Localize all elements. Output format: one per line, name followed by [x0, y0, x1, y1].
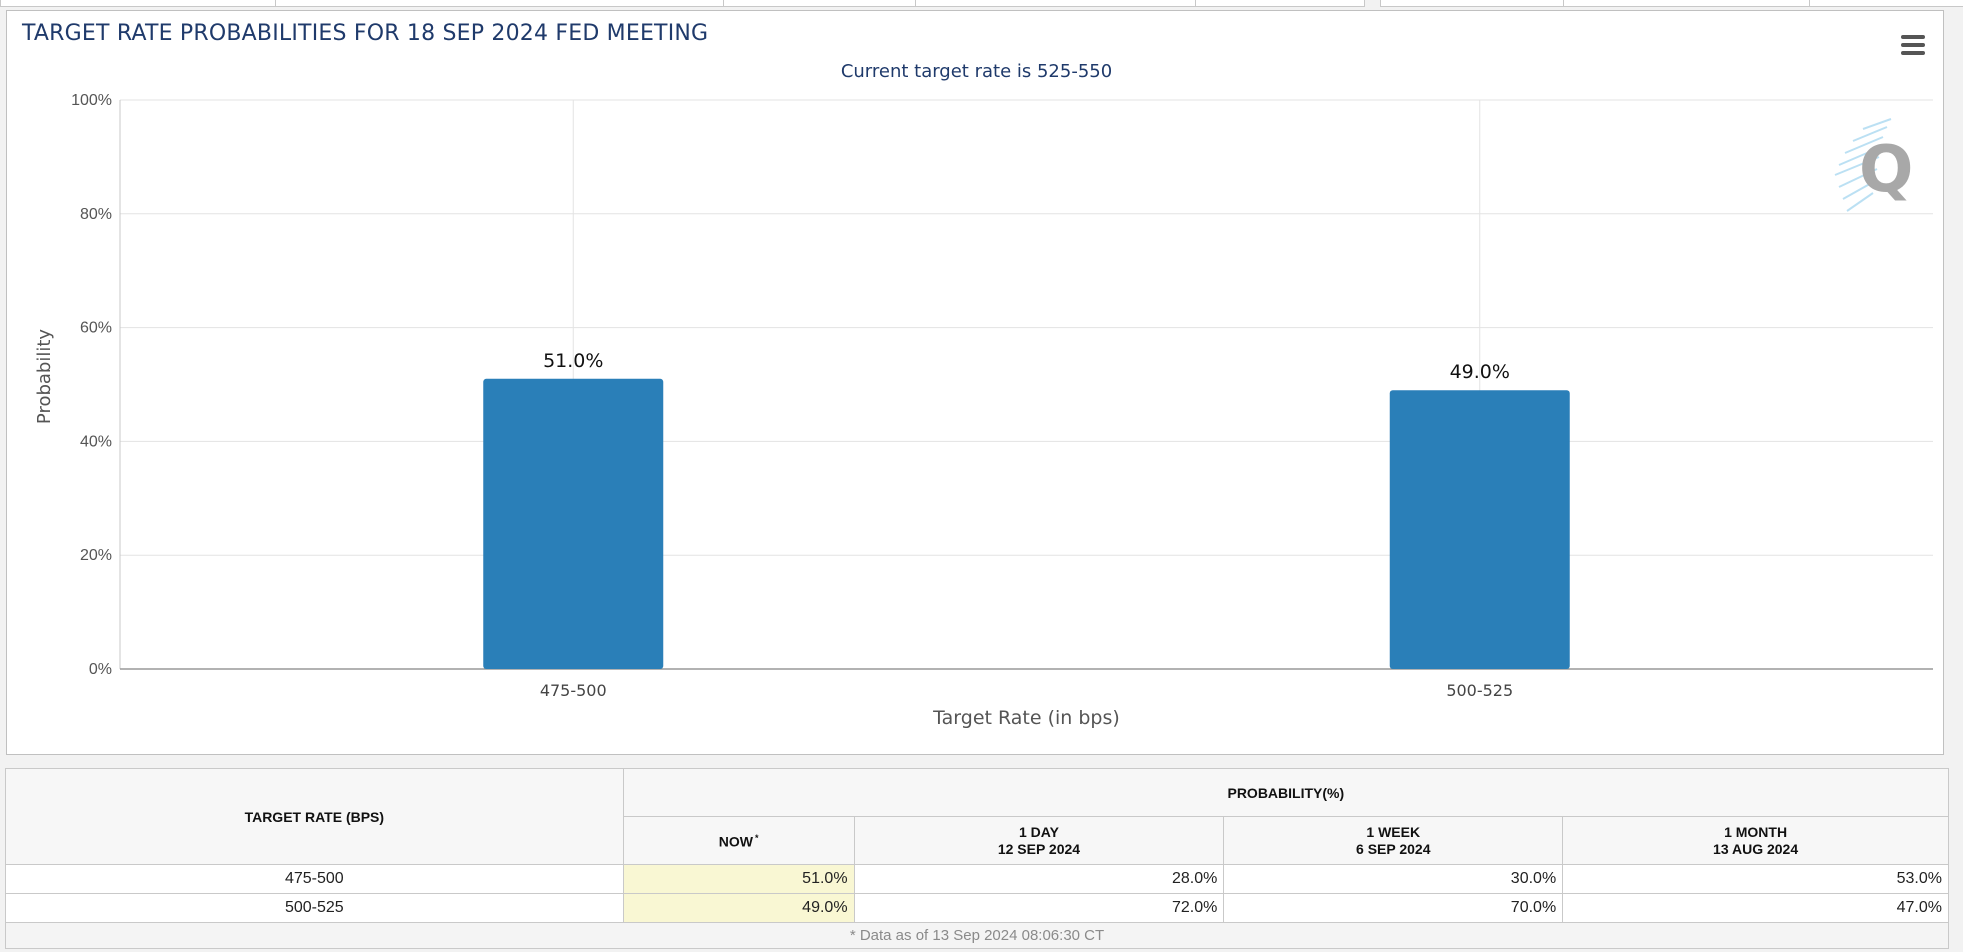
bar-475-500: [483, 378, 664, 669]
y-tick-label: 80%: [80, 206, 112, 223]
column-header-date: 13 AUG 2024: [1713, 840, 1799, 857]
chart-panel: TARGET RATE PROBABILITIES FOR 18 SEP 202…: [6, 10, 1944, 755]
column-header-label: 1 MONTH: [1724, 823, 1788, 840]
probability-cell: 47.0%: [1562, 893, 1949, 923]
now-probability-cell: 51.0%: [622, 864, 855, 894]
chart-title: TARGET RATE PROBABILITIES FOR 18 SEP 202…: [22, 21, 709, 46]
chart-labels: Current target rate is 525-550 0% 20% 40% 60…: [34, 61, 1513, 729]
x-tick-label: 475-500: [540, 681, 607, 700]
column-header: 1 WEEK 6 SEP 2024: [1223, 816, 1564, 865]
table-row: 500-525 49.0% 72.0% 70.0% 47.0%: [5, 893, 1949, 923]
probability-bar-chart: Current target rate is 525-550 0% 20% 40% 60…: [34, 61, 1933, 729]
data-timestamp-note: * Data as of 13 Sep 2024 08:06:30 CT: [5, 922, 1949, 949]
y-axis-title: Probability: [34, 329, 55, 424]
column-header-date: 6 SEP 2024: [1356, 840, 1431, 857]
probability-cell: 72.0%: [853, 893, 1225, 923]
bar-data-label: 49.0%: [1450, 361, 1510, 383]
now-probability-cell: 49.0%: [622, 893, 855, 923]
x-tick-label: 500-525: [1446, 681, 1513, 700]
y-tick-label: 40%: [80, 433, 112, 450]
top-tab-edge[interactable]: [723, 0, 917, 7]
target-rate-cell: 500-525: [5, 893, 624, 923]
target-rate-header: TARGET RATE (BPS): [5, 768, 624, 865]
top-tab-edge[interactable]: [1563, 0, 1811, 7]
column-header: 1 MONTH 13 AUG 2024: [1562, 816, 1949, 865]
q-logo-icon: Q: [1834, 118, 1913, 212]
table-row: 475-500 51.0% 28.0% 30.0% 53.0%: [5, 864, 1949, 894]
probability-table-container: TARGET RATE (BPS) PROBABILITY(%) NOW * 1 D…: [5, 768, 1950, 949]
top-tab-edge[interactable]: [0, 0, 277, 7]
top-tab-edge[interactable]: [275, 0, 725, 7]
top-tab-edge[interactable]: [1195, 0, 1365, 7]
bar-data-label: 51.0%: [543, 350, 603, 372]
top-tab-edge[interactable]: [915, 0, 1197, 7]
probability-cell: 70.0%: [1223, 893, 1564, 923]
column-header-label: 1 DAY: [1018, 823, 1059, 840]
column-header-label: NOW: [718, 833, 753, 850]
target-rate-cell: 475-500: [5, 864, 624, 894]
column-header-label: 1 WEEK: [1366, 823, 1421, 840]
bar-500-525: [1389, 390, 1570, 669]
hamburger-menu-icon[interactable]: [1901, 35, 1925, 57]
probability-cell: 53.0%: [1562, 864, 1949, 894]
chart-gridlines: [119, 99, 1933, 670]
x-axis-title: Target Rate (in bps): [932, 707, 1120, 729]
footnote-marker: *: [754, 833, 759, 844]
probability-table: TARGET RATE (BPS) PROBABILITY(%) NOW * 1 D…: [5, 768, 1950, 949]
y-tick-label: 20%: [80, 547, 112, 564]
column-header-date: 12 SEP 2024: [997, 840, 1081, 857]
probability-header: PROBABILITY(%): [622, 768, 1950, 817]
top-tab-strip: [0, 0, 1963, 8]
column-header: 1 DAY 12 SEP 2024: [853, 816, 1225, 865]
y-tick-label: 60%: [80, 320, 112, 337]
svg-text:Q: Q: [1859, 133, 1913, 207]
probability-cell: 28.0%: [853, 864, 1225, 894]
chart-subtitle: Current target rate is 525-550: [841, 61, 1112, 82]
column-header: NOW *: [622, 816, 855, 865]
y-tick-label: 100%: [71, 92, 112, 109]
y-tick-label: 0%: [89, 661, 112, 678]
top-tab-edge[interactable]: [1809, 0, 1963, 7]
probability-cell: 30.0%: [1223, 864, 1564, 894]
chart-bars: [483, 378, 1570, 669]
top-tab-edge[interactable]: [1380, 0, 1565, 7]
